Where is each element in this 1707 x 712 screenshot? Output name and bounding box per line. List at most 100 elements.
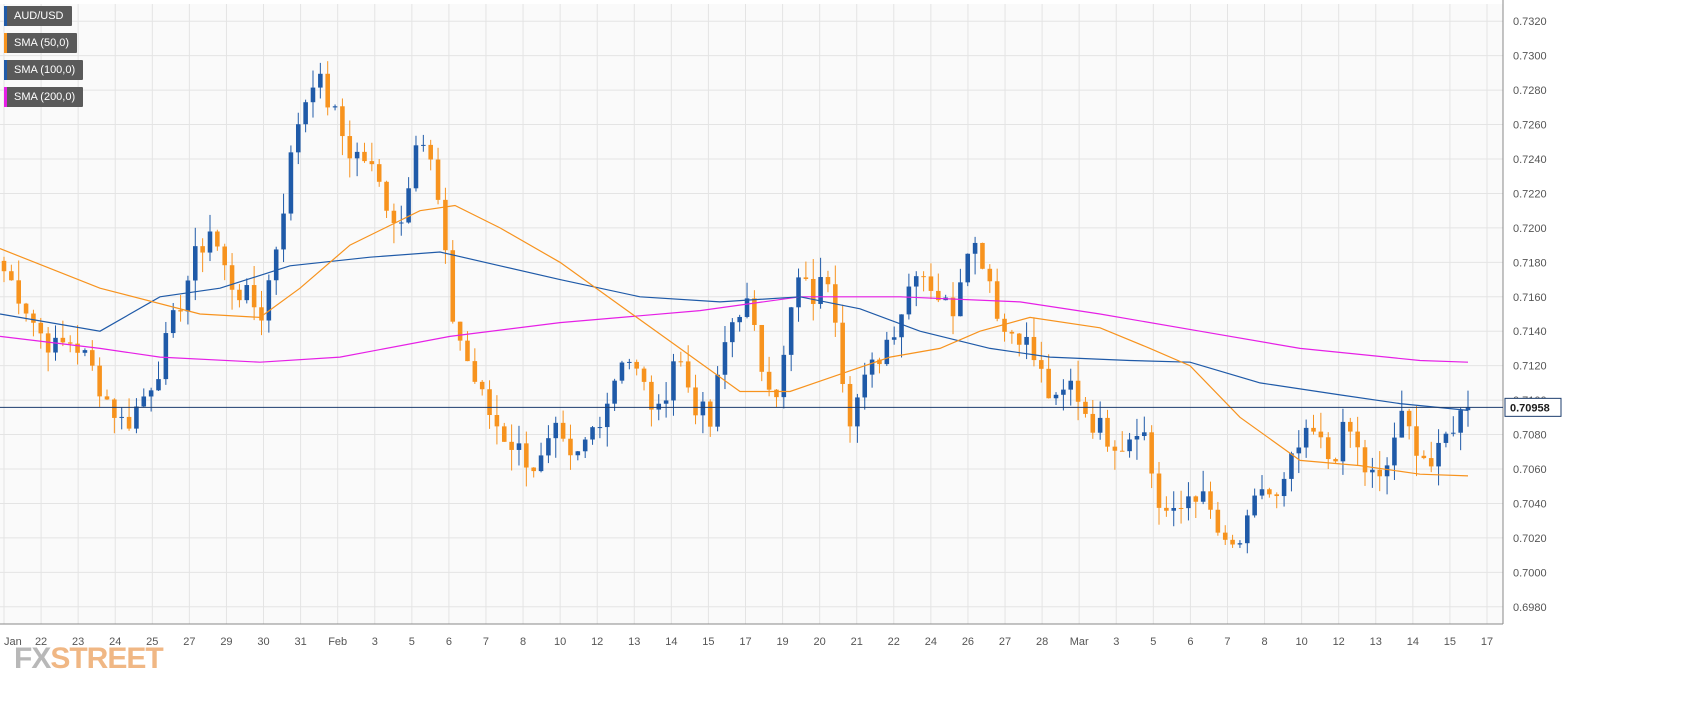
candle-bull — [619, 362, 625, 381]
candle-bear — [384, 181, 389, 211]
candle-bear — [450, 250, 456, 322]
candle-bull — [656, 403, 662, 410]
candle-bull — [148, 390, 154, 397]
candle-bull — [141, 396, 147, 407]
candle-bear — [840, 322, 845, 384]
candle-bull — [1399, 410, 1405, 438]
y-tick-label: 0.7040 — [1513, 498, 1547, 510]
candle-bull — [1259, 489, 1265, 496]
legend-item-sma50[interactable]: SMA (50,0) — [4, 33, 78, 53]
legend-item-symbol[interactable]: AUD/USD — [4, 6, 72, 26]
candle-bull — [1134, 436, 1140, 440]
candle-bear — [229, 265, 235, 290]
candle-bull — [671, 361, 676, 401]
candle-bear — [1164, 507, 1169, 511]
candle-bear — [560, 422, 566, 439]
candle-bull — [318, 73, 323, 88]
legend-swatch-sma100 — [4, 60, 7, 80]
candle-bull — [663, 400, 669, 404]
sma200-line — [0, 296, 1469, 363]
candle-bull — [891, 337, 897, 340]
candle-bear — [435, 159, 441, 200]
candle-bull — [1237, 543, 1243, 545]
legend-swatch-sma50 — [4, 33, 7, 53]
candle-bull — [737, 316, 742, 323]
candle-bull — [906, 286, 912, 315]
candle-bull — [1458, 410, 1463, 433]
candle-bull — [1289, 453, 1294, 479]
candle-bear — [16, 280, 21, 304]
logo-street: STREET — [50, 642, 163, 675]
candle-bear — [1119, 450, 1125, 452]
candle-bear — [369, 161, 375, 165]
candle-bull — [855, 397, 860, 427]
candle-bear — [1414, 426, 1419, 456]
candle-bear — [1016, 333, 1022, 345]
candle-bull — [332, 106, 338, 108]
x-tick-label: 13 — [628, 636, 640, 648]
candle-bull — [965, 253, 971, 283]
x-tick-label: 13 — [1370, 636, 1382, 648]
candle-bear — [222, 246, 227, 266]
candle-bear — [1009, 331, 1015, 334]
candle-bull — [310, 87, 316, 103]
x-tick-label: 27 — [183, 636, 195, 648]
candle-bull — [796, 277, 801, 308]
candle-bull — [1370, 469, 1375, 473]
x-tick-label: 21 — [851, 636, 863, 648]
candle-bull — [612, 380, 617, 404]
y-tick-label: 0.7000 — [1513, 567, 1547, 579]
candle-bull — [1296, 447, 1302, 454]
candle-bull — [1061, 389, 1066, 395]
candle-bull — [53, 337, 58, 353]
y-tick-label: 0.7240 — [1513, 154, 1547, 166]
x-tick-label: 12 — [591, 636, 603, 648]
candle-bull — [295, 124, 301, 153]
x-tick-label: 25 — [146, 636, 158, 648]
candle-bear — [457, 321, 463, 341]
candle-bear — [104, 396, 110, 400]
candle-bear — [759, 324, 765, 372]
candle-bear — [494, 415, 500, 427]
candle-bear — [1215, 509, 1221, 533]
x-tick-label: 24 — [109, 636, 121, 648]
candle-bear — [259, 307, 264, 321]
x-tick-label: 12 — [1333, 636, 1345, 648]
y-tick-label: 0.6980 — [1513, 602, 1547, 614]
candle-bear — [23, 303, 29, 314]
legend-item-sma100[interactable]: SMA (100,0) — [4, 60, 84, 80]
x-tick-label: 27 — [999, 636, 1011, 648]
candle-bear — [479, 381, 485, 390]
candle-bull — [604, 403, 610, 428]
x-tick-label: 15 — [702, 636, 714, 648]
candle-bear — [1031, 336, 1037, 361]
candle-bear — [641, 368, 647, 382]
candle-bear — [1149, 432, 1154, 474]
candle-bull — [288, 152, 294, 214]
candle-bear — [524, 443, 529, 468]
candle-bull — [715, 374, 720, 427]
x-tick-label: 3 — [1113, 636, 1119, 648]
x-tick-label: 20 — [814, 636, 826, 648]
candle-bear — [487, 389, 492, 416]
x-tick-label: 6 — [1187, 636, 1193, 648]
candle-bull — [1097, 417, 1103, 433]
candle-bear — [1002, 318, 1007, 332]
x-tick-label: 24 — [925, 636, 937, 648]
x-tick-label: 17 — [1481, 636, 1493, 648]
x-tick-label: 31 — [294, 636, 306, 648]
candle-bear — [38, 322, 44, 334]
legend-label-sma100: SMA (100,0) — [14, 64, 76, 76]
candle-bull — [354, 151, 360, 159]
legend-item-sma200[interactable]: SMA (200,0) — [4, 87, 84, 107]
x-tick-label: 14 — [665, 636, 677, 648]
x-tick-label: 7 — [1224, 636, 1230, 648]
candle-bear — [325, 73, 330, 108]
candle-bear — [362, 151, 367, 162]
candle-bear — [1193, 496, 1199, 502]
x-tick-label: 5 — [409, 636, 415, 648]
candle-bull — [781, 354, 787, 398]
candle-bull — [398, 222, 404, 224]
